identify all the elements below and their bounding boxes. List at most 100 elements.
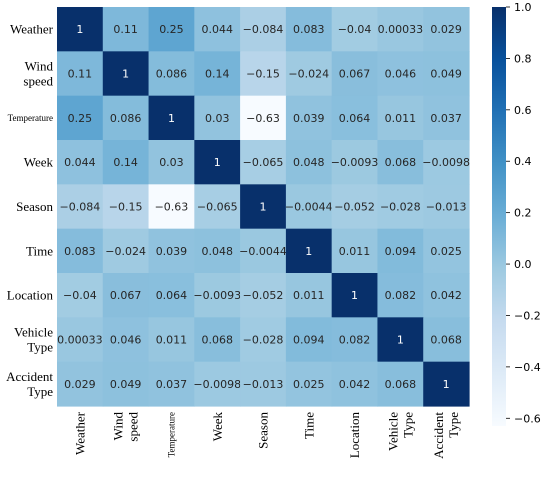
cell-value-r6-c8: 0.042	[430, 289, 462, 302]
cell-value-r6-c7: 0.082	[385, 289, 417, 302]
column-label-2: Temperature	[167, 412, 177, 457]
cell-value-r2-c6: 0.064	[339, 112, 371, 125]
heatmap-cell-r0-c4	[240, 7, 287, 52]
cell-value-r6-c0: −0.04	[63, 289, 97, 302]
heatmap-cell-r0-c5	[285, 7, 333, 52]
heatmap-cell-r8-c2	[148, 361, 195, 407]
colorbar-tick-label-7: −0.4	[514, 361, 541, 374]
heatmap-cell-r3-c6	[331, 140, 379, 185]
cell-value-r8-c1: 0.049	[110, 378, 142, 391]
heatmap-cell-r7-c4	[240, 317, 287, 363]
colorbar-tick-label-3: 0.4	[514, 155, 532, 168]
row-label-2: Temperature	[8, 113, 53, 123]
heatmap-cell-r0-c7	[377, 7, 424, 52]
heatmap-cell-r7-c0	[57, 317, 104, 363]
cell-value-r4-c0: −0.084	[60, 201, 101, 214]
cell-value-r3-c5: 0.048	[293, 156, 325, 169]
cell-value-r6-c2: 0.064	[156, 289, 188, 302]
cell-value-r0-c0: 1	[76, 23, 83, 36]
cell-value-r5-c3: 0.048	[201, 245, 233, 258]
heatmap-cell-r1-c3	[194, 51, 241, 97]
heatmap-cell-r4-c4	[240, 184, 287, 230]
heatmap-cell-r2-c8	[423, 95, 470, 141]
colorbar-tick-label-5: 0.0	[514, 258, 532, 271]
cell-value-r5-c2: 0.039	[156, 245, 188, 258]
heatmap-cell-r2-c2	[148, 95, 195, 141]
heatmap-cell-r6-c1	[102, 273, 150, 318]
heatmap-cell-r8-c8	[423, 361, 470, 407]
row-label-0: Weather	[10, 22, 54, 37]
heatmap-cell-r8-c6	[331, 361, 379, 407]
heatmap-cell-r5-c1	[102, 228, 150, 274]
heatmap-cell-r6-c7	[377, 273, 424, 318]
cell-value-r1-c2: 0.086	[156, 68, 188, 81]
svg-text:Windspeed: Windspeed	[111, 412, 141, 442]
svg-text:Temperature: Temperature	[167, 412, 177, 457]
heatmap-cell-r8-c0	[57, 361, 104, 407]
heatmap-cell-r7-c1	[102, 317, 150, 363]
heatmap-cell-r4-c3	[194, 184, 241, 230]
heatmap-cell-r1-c8	[423, 51, 470, 97]
colorbar: 1.0 0.8 0.6 0.4 0.2 0.0 −0.2 −0.4 −0.6	[492, 1, 541, 426]
svg-text:Week: Week	[210, 412, 225, 442]
column-labels: Weather Windspeed Temperature Week Season Tim…	[72, 411, 461, 459]
cell-value-r0-c2: 0.25	[159, 23, 184, 36]
cell-value-r3-c8: −0.0098	[422, 156, 470, 169]
heatmap-cell-r1-c0	[57, 51, 104, 97]
column-label-8: AccidentType	[431, 412, 461, 459]
cell-value-r5-c7: 0.094	[385, 245, 417, 258]
heatmap-cell-r4-c7	[377, 184, 424, 230]
heatmap-cell-r0-c2	[148, 7, 195, 52]
cell-value-r3-c2: 0.03	[159, 156, 184, 169]
colorbar-tick-label-4: 0.2	[514, 207, 532, 220]
cell-value-r7-c0: 0.00033	[57, 334, 103, 347]
heatmap-cell-r1-c7	[377, 51, 424, 97]
column-label-5: Time	[301, 412, 316, 439]
heatmap-cell-r7-c2	[148, 317, 195, 363]
heatmap-cell-r1-c1	[102, 51, 150, 97]
cell-value-r1-c8: 0.049	[430, 68, 462, 81]
heatmap-cell-r6-c0	[57, 273, 104, 318]
cell-value-r4-c2: −0.63	[155, 201, 189, 214]
heatmap-cell-r5-c8	[423, 228, 470, 274]
cell-value-r4-c7: −0.028	[380, 201, 421, 214]
heatmap-cell-r2-c1	[102, 95, 150, 141]
cell-value-r2-c2: 1	[168, 112, 175, 125]
heatmap-cell-r8-c5	[285, 361, 333, 407]
colorbar-tick-label-8: −0.6	[514, 412, 541, 425]
cell-value-r2-c1: 0.086	[110, 112, 142, 125]
svg-text:VehicleType: VehicleType	[385, 412, 415, 451]
cell-value-r0-c8: 0.029	[430, 23, 462, 36]
cell-value-r5-c8: 0.025	[430, 245, 462, 258]
heatmap-cell-r5-c7	[377, 228, 424, 274]
heatmap-cell-r1-c2	[148, 51, 195, 97]
heatmap-cell-r6-c6	[331, 273, 379, 318]
svg-text:Season: Season	[256, 412, 271, 449]
cell-value-r1-c3: 0.14	[205, 68, 230, 81]
cell-value-r5-c6: 0.011	[339, 245, 371, 258]
cell-value-r7-c8: 0.068	[430, 334, 462, 347]
cell-value-r0-c4: −0.084	[243, 23, 284, 36]
cell-value-r8-c8: 1	[443, 378, 450, 391]
heatmap-cell-r6-c5	[285, 273, 333, 318]
svg-text:Weather: Weather	[72, 411, 87, 455]
cell-value-r6-c1: 0.067	[110, 289, 142, 302]
column-label-7: VehicleType	[385, 412, 415, 451]
cell-value-r2-c5: 0.039	[293, 112, 325, 125]
cell-value-r1-c5: −0.024	[288, 68, 329, 81]
cell-value-r8-c3: −0.0098	[193, 378, 241, 391]
cell-value-r4-c4: 1	[260, 201, 267, 214]
cell-value-r8-c7: 0.068	[385, 378, 417, 391]
heatmap-cell-r0-c3	[194, 7, 241, 52]
cell-value-r0-c6: −0.04	[338, 23, 372, 36]
row-label-6: Location	[7, 288, 54, 303]
row-label-8: Accident Type	[6, 369, 53, 399]
cell-value-r2-c7: 0.011	[385, 112, 417, 125]
column-label-6: Location	[347, 412, 362, 459]
heatmap-cell-r4-c8	[423, 184, 470, 230]
colorbar-tick-label-1: 0.8	[514, 52, 532, 65]
cell-value-r1-c0: 0.11	[68, 68, 93, 81]
cell-value-r8-c6: 0.042	[339, 378, 371, 391]
cell-value-r1-c4: −0.15	[246, 68, 280, 81]
heatmap-cell-r3-c1	[102, 140, 150, 185]
